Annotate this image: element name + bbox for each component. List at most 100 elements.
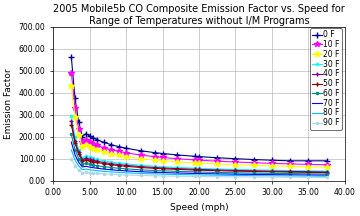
0 F [175,154,179,156]
0 F [215,156,219,159]
10 F [160,156,165,159]
70 F [306,174,311,176]
40 F [73,140,77,142]
60 F [117,167,121,170]
20 F [84,144,88,147]
10 F [153,156,157,158]
50 F [84,158,88,161]
Y-axis label: Emission Factor: Emission Factor [4,68,13,139]
30 F [109,161,114,163]
80 F [160,173,165,175]
90 F [306,176,311,179]
20 F [87,146,92,149]
80 F [76,165,81,167]
Line: 60 F: 60 F [69,132,329,176]
90 F [324,176,329,179]
0 F [117,145,121,148]
70 F [73,154,77,156]
30 F [153,165,157,168]
70 F [87,166,92,168]
20 F [324,166,329,168]
50 F [252,170,256,173]
80 F [306,175,311,177]
40 F [252,170,256,172]
70 F [76,161,81,164]
40 F [80,158,85,161]
90 F [109,173,114,176]
90 F [95,172,99,175]
10 F [117,150,121,153]
10 F [270,162,274,165]
10 F [197,159,201,162]
20 F [139,157,143,160]
50 F [87,159,92,162]
80 F [139,172,143,175]
50 F [233,170,238,172]
80 F [80,168,85,171]
0 F [270,159,274,162]
90 F [160,175,165,177]
0 F [233,157,238,160]
40 F [139,165,143,168]
90 F [270,176,274,178]
30 F [306,170,311,172]
80 F [324,175,329,178]
60 F [95,164,99,167]
10 F [139,154,143,156]
90 F [197,175,201,178]
50 F [197,169,201,172]
60 F [124,168,128,170]
10 F [252,161,256,164]
40 F [91,159,95,162]
0 F [306,160,311,162]
80 F [215,174,219,176]
10 F [95,144,99,147]
30 F [102,160,106,162]
20 F [91,148,95,150]
40 F [193,168,198,171]
70 F [91,166,95,169]
30 F [197,167,201,170]
40 F [160,167,165,169]
80 F [175,173,179,176]
90 F [252,176,256,178]
40 F [215,169,219,171]
20 F [102,151,106,154]
80 F [91,169,95,172]
70 F [175,172,179,174]
0 F [288,160,292,162]
20 F [124,155,128,158]
20 F [175,160,179,163]
80 F [69,149,73,151]
10 F [76,128,81,130]
0 F [139,149,143,152]
20 F [197,162,201,164]
0 F [76,121,81,123]
50 F [102,162,106,165]
60 F [197,171,201,173]
30 F [270,169,274,172]
50 F [124,165,128,168]
50 F [95,161,99,164]
Line: 30 F: 30 F [69,114,329,173]
60 F [270,172,274,175]
80 F [270,175,274,177]
50 F [153,167,157,170]
30 F [84,155,88,157]
60 F [80,163,85,165]
50 F [76,152,81,155]
30 F [233,168,238,171]
80 F [102,170,106,173]
20 F [215,163,219,165]
10 F [175,157,179,160]
0 F [109,143,114,146]
80 F [87,168,92,171]
60 F [215,171,219,174]
10 F [91,143,95,145]
40 F [233,169,238,172]
60 F [102,165,106,168]
90 F [69,157,73,160]
20 F [117,154,121,157]
20 F [76,134,81,137]
90 F [139,174,143,177]
